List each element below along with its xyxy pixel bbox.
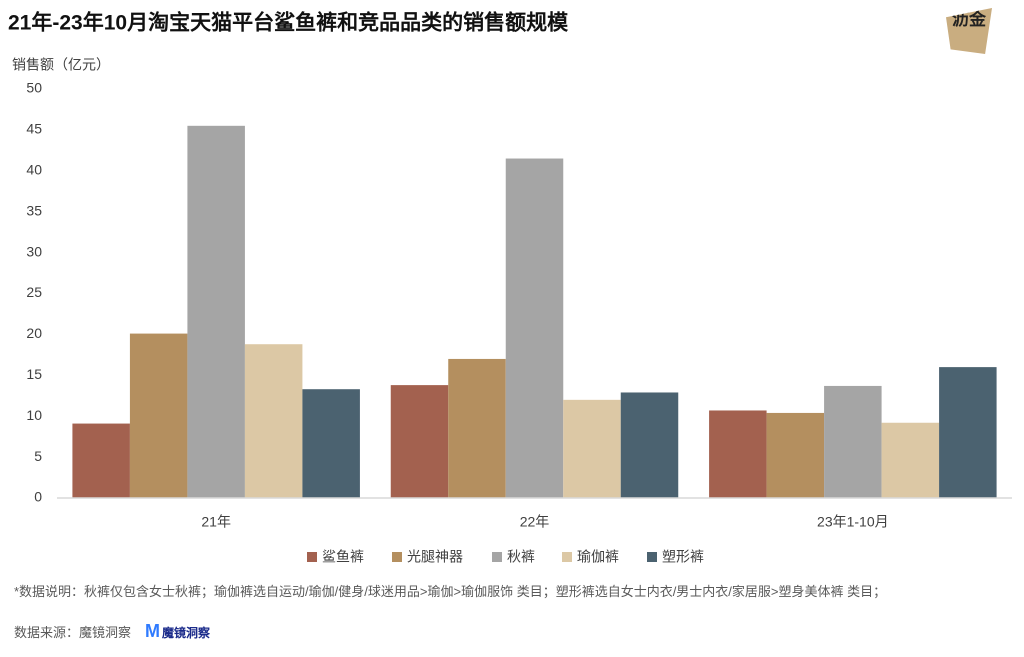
bar (448, 358, 506, 498)
bar (244, 344, 303, 498)
bar (563, 399, 621, 498)
brand-icon: M (145, 621, 161, 641)
y-tick-label: 10 (26, 407, 42, 423)
bar (390, 385, 449, 498)
y-tick-label: 40 (26, 162, 42, 178)
bar (824, 385, 882, 498)
y-tick-label: 20 (26, 325, 42, 341)
y-tick-label: 0 (34, 489, 42, 505)
y-tick-label: 15 (26, 366, 42, 382)
x-tick-label: 21年 (201, 514, 231, 530)
brand: M 魔镜洞察 (145, 621, 210, 642)
legend-label: 秋裤 (507, 549, 535, 565)
footnote: *数据说明：秋裤仅包含女士秋裤；瑜伽裤选自运动/瑜伽/健身/球迷用品>瑜伽>瑜伽… (14, 584, 887, 599)
bar (620, 392, 679, 498)
x-tick-label: 22年 (520, 514, 550, 530)
bar (302, 389, 360, 498)
y-axis-label: 销售额（亿元） (12, 57, 110, 73)
y-tick-label: 25 (26, 284, 42, 300)
legend-swatch (492, 552, 502, 562)
legend-swatch (307, 552, 317, 562)
logo: 沥金 (946, 8, 992, 54)
y-tick-label: 35 (26, 202, 42, 218)
bar (766, 412, 825, 498)
legend-label: 塑形裤 (662, 549, 704, 565)
y-tick-label: 50 (26, 80, 42, 96)
legend-label: 鲨鱼裤 (322, 549, 364, 565)
chart-title: 21年-23年10月淘宝天猫平台鲨鱼裤和竞品品类的销售额规模 (8, 11, 569, 35)
bar (939, 367, 997, 498)
bar (505, 158, 564, 498)
x-tick-label: 23年1-10月 (817, 514, 889, 530)
bar (72, 423, 130, 498)
legend-label: 瑜伽裤 (577, 549, 619, 565)
legend-swatch (647, 552, 657, 562)
legend-label: 光腿神器 (407, 549, 463, 565)
bar (709, 410, 767, 498)
source-text: 数据来源：魔镜洞察 (14, 625, 132, 640)
bar (129, 333, 188, 498)
bar (881, 422, 940, 498)
legend-swatch (562, 552, 572, 562)
y-tick-label: 30 (26, 243, 42, 259)
legend-swatch (392, 552, 402, 562)
bar (187, 125, 245, 498)
y-tick-label: 5 (34, 448, 42, 464)
y-tick-label: 45 (26, 121, 42, 137)
source: 数据来源：魔镜洞察 M 魔镜洞察 (14, 621, 210, 642)
brand-name: 魔镜洞察 (162, 626, 211, 640)
